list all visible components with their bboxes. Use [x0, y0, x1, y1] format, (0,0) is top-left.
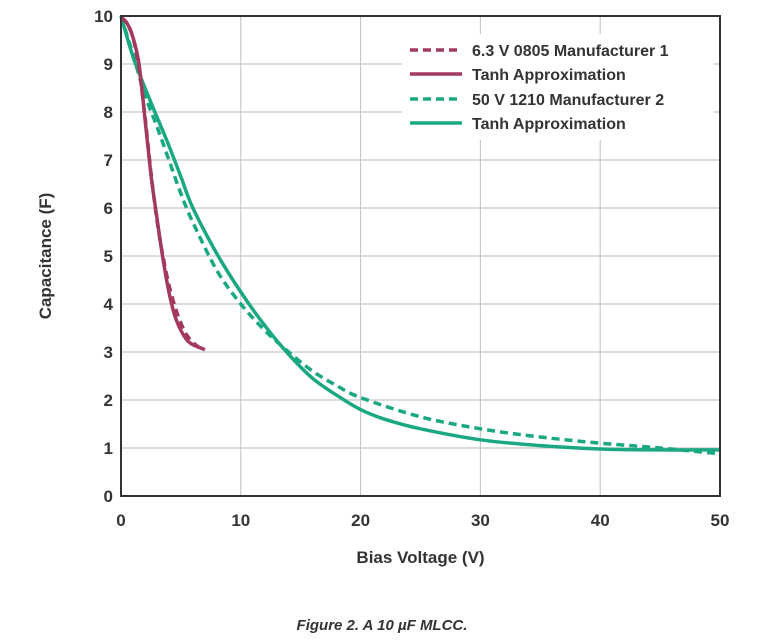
legend-label-0: 6.3 V 0805 Manufacturer 1 — [472, 43, 669, 60]
y-tick-label: 3 — [104, 343, 113, 362]
legend-label-2: 50 V 1210 Manufacturer 2 — [472, 92, 664, 109]
x-tick-label: 0 — [116, 511, 125, 530]
y-tick-label: 8 — [104, 103, 113, 122]
series-line-0 — [119, 16, 206, 352]
y-tick-label: 7 — [104, 151, 113, 170]
plot-frame — [120, 15, 721, 497]
x-tick-label: 20 — [351, 511, 370, 530]
figure-caption: Figure 2. A 10 µF MLCC. — [296, 617, 468, 634]
y-tick-label: 4 — [104, 295, 114, 314]
legend: 6.3 V 0805 Manufacturer 1 Tanh Approximat… — [402, 34, 714, 140]
x-tick-label: 50 — [711, 511, 730, 530]
y-tick-label: 10 — [94, 7, 113, 26]
x-tick-label: 10 — [231, 511, 250, 530]
y-tick-label: 0 — [104, 487, 113, 506]
y-tick-label: 9 — [104, 55, 113, 74]
y-tick-label: 6 — [104, 199, 113, 218]
x-axis-title: Bias Voltage (V) — [356, 548, 484, 567]
series-line-3 — [119, 15, 721, 452]
y-tick-label: 5 — [104, 247, 113, 266]
tick-labels: 0 10 20 30 40 50 0 1 2 3 4 5 6 7 8 9 10 — [94, 7, 729, 530]
y-tick-label: 1 — [104, 439, 113, 458]
series-layer — [119, 15, 721, 456]
x-tick-label: 40 — [591, 511, 610, 530]
series-line-1 — [119, 16, 206, 352]
capacitance-chart: 0 10 20 30 40 50 0 1 2 3 4 5 6 7 8 9 10 Bias Voltage (V)… — [36, 7, 729, 567]
x-tick-label: 30 — [471, 511, 490, 530]
legend-label-1: Tanh Approximation — [472, 67, 626, 84]
y-axis-title: Capacitance (F) — [36, 193, 55, 320]
y-tick-label: 2 — [104, 391, 113, 410]
legend-label-3: Tanh Approximation — [472, 116, 626, 133]
